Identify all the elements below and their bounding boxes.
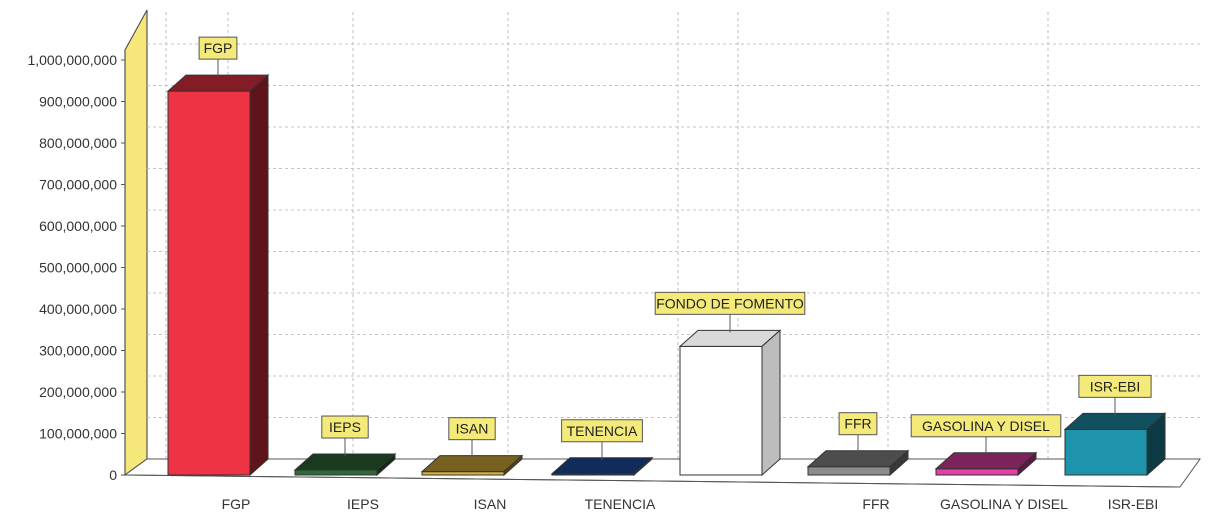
data-label: GASOLINA Y DISEL: [922, 418, 1050, 434]
bar-side: [1017, 451, 1037, 477]
data-label: TENENCIA: [567, 423, 638, 439]
bar-front: [807, 466, 891, 476]
x-category-label: IEPS: [347, 496, 379, 512]
y-tick-label: 200,000,000: [39, 384, 117, 400]
x-category-label: FFR: [862, 496, 889, 512]
bar-side: [889, 449, 909, 477]
bar-isr-ebi: [1063, 412, 1167, 477]
data-label: FGP: [204, 40, 233, 56]
bar-isan: [420, 454, 524, 477]
bar-side: [249, 74, 269, 477]
data-label-box: [838, 412, 878, 436]
x-axis-categories: FGP IEPS ISAN TENENCIA FFR GASOLINA Y DISEL IS…: [222, 496, 1159, 512]
data-label: IEPS: [329, 419, 361, 435]
bar-tenencia: [550, 456, 654, 477]
bar-front: [294, 469, 378, 476]
bar-gasolina-y-disel: [934, 451, 1038, 477]
data-label: FONDO DE FOMENTO: [656, 295, 804, 311]
data-label: ISR-EBI: [1090, 378, 1141, 394]
data-label-box: [448, 417, 496, 441]
bar-ffr: [806, 449, 910, 477]
bar-side: [761, 329, 781, 477]
y-tick-label: 700,000,000: [39, 177, 117, 193]
bar-side: [1146, 412, 1166, 477]
data-label: ISAN: [456, 421, 489, 437]
data-label-box: [910, 414, 1062, 438]
data-label: FFR: [844, 416, 871, 432]
x-category-label: FGP: [222, 496, 251, 512]
bar-fondo-de-fomento: [678, 329, 782, 477]
data-label-box: [1078, 374, 1152, 398]
y-tick-label: 400,000,000: [39, 301, 117, 317]
y-tick-label: 800,000,000: [39, 135, 117, 151]
y-tick-label: 900,000,000: [39, 94, 117, 110]
axis-wall: [124, 9, 148, 477]
x-axis-line: [124, 474, 1181, 488]
data-label-box: [654, 291, 806, 315]
y-tick-label: 600,000,000: [39, 218, 117, 234]
y-tick-label: 100,000,000: [39, 426, 117, 442]
floor-plane: [123, 458, 1201, 488]
bars: [166, 74, 1167, 477]
y-tick-label: 300,000,000: [39, 343, 117, 359]
bar-side: [633, 456, 653, 477]
bar-side: [503, 454, 523, 477]
bar-front: [679, 345, 763, 476]
gridlines: [147, 12, 1200, 459]
x-category-label: ISR-EBI: [1108, 496, 1159, 512]
data-label-box: [561, 419, 643, 443]
x-category-label: TENENCIA: [585, 496, 656, 512]
y-tick-label: 1,000,000,000: [27, 52, 117, 68]
bar-side: [376, 452, 396, 477]
y-tick-label: 500,000,000: [39, 260, 117, 276]
bar-fgp: [166, 74, 270, 477]
bar-ieps: [293, 452, 397, 477]
x-category-label: GASOLINA Y DISEL: [940, 496, 1068, 512]
bar-front: [1064, 428, 1148, 476]
bar-front: [167, 90, 251, 476]
y-axis-ticks: 0 100,000,000 200,000,000 300,000,000 400,00…: [27, 52, 125, 483]
y-axis-wall: [124, 9, 148, 477]
x-category-label: ISAN: [474, 496, 507, 512]
bar-front: [935, 468, 1019, 476]
data-label-box: [198, 36, 238, 60]
data-label-box: [321, 415, 369, 439]
data-labels: FGP IEPS ISAN TENENCIA FONDO DE FOMENTO FFR GA…: [198, 36, 1152, 460]
chart-floor: [123, 458, 1201, 488]
y-tick-label: 0: [109, 467, 117, 483]
